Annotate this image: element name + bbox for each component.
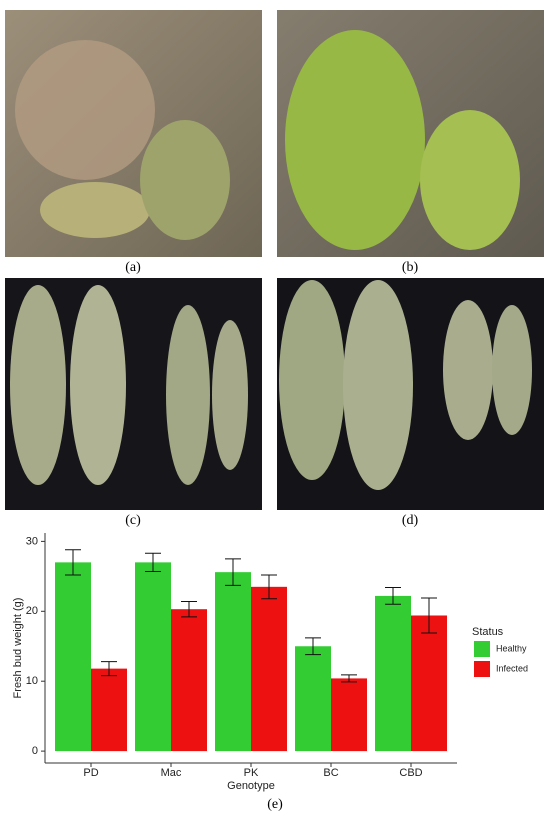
bar bbox=[375, 595, 411, 752]
x-tick-label: BC bbox=[323, 767, 338, 779]
legend-label: Healthy bbox=[496, 643, 527, 653]
y-tick-label: 20 bbox=[26, 605, 38, 617]
photo-b bbox=[277, 10, 544, 257]
bar bbox=[331, 678, 367, 752]
error-bar bbox=[385, 587, 401, 605]
panel-label: (d) bbox=[402, 513, 419, 528]
y-tick-label: 30 bbox=[26, 535, 38, 547]
bar bbox=[295, 646, 331, 752]
photo-d bbox=[277, 278, 544, 510]
panel-label: (e) bbox=[267, 797, 283, 812]
error-bar bbox=[65, 549, 81, 576]
bar bbox=[171, 609, 207, 752]
legend-label: Infected bbox=[496, 663, 528, 673]
y-tick-label: 0 bbox=[32, 745, 38, 757]
legend-swatch bbox=[474, 641, 490, 657]
x-axis-label: Genotype bbox=[227, 780, 275, 792]
bar bbox=[411, 615, 447, 752]
error-bar bbox=[181, 601, 197, 618]
y-axis-label: Fresh bud weight (g) bbox=[12, 598, 24, 699]
panel-label: (b) bbox=[402, 260, 419, 275]
error-bar bbox=[421, 597, 437, 634]
bar bbox=[135, 562, 171, 752]
bar bbox=[91, 668, 127, 752]
bar bbox=[215, 572, 251, 752]
panel-label: (c) bbox=[125, 513, 141, 528]
error-bar bbox=[225, 558, 241, 586]
error-bar bbox=[101, 661, 117, 677]
legend-swatch bbox=[474, 661, 490, 677]
photo-a bbox=[5, 10, 262, 257]
x-tick-label: Mac bbox=[161, 767, 182, 779]
x-tick-label: CBD bbox=[399, 767, 422, 779]
panel-label: (a) bbox=[125, 260, 141, 275]
error-bar bbox=[341, 674, 357, 683]
error-bar bbox=[261, 574, 277, 600]
error-bar bbox=[145, 552, 161, 572]
x-tick-label: PK bbox=[244, 767, 259, 779]
bar bbox=[251, 586, 287, 752]
y-tick-label: 10 bbox=[26, 675, 38, 687]
bar bbox=[55, 562, 91, 752]
error-bar bbox=[305, 637, 321, 656]
photo-c bbox=[5, 278, 262, 510]
legend-title: Status bbox=[472, 626, 504, 638]
x-tick-label: PD bbox=[83, 767, 98, 779]
